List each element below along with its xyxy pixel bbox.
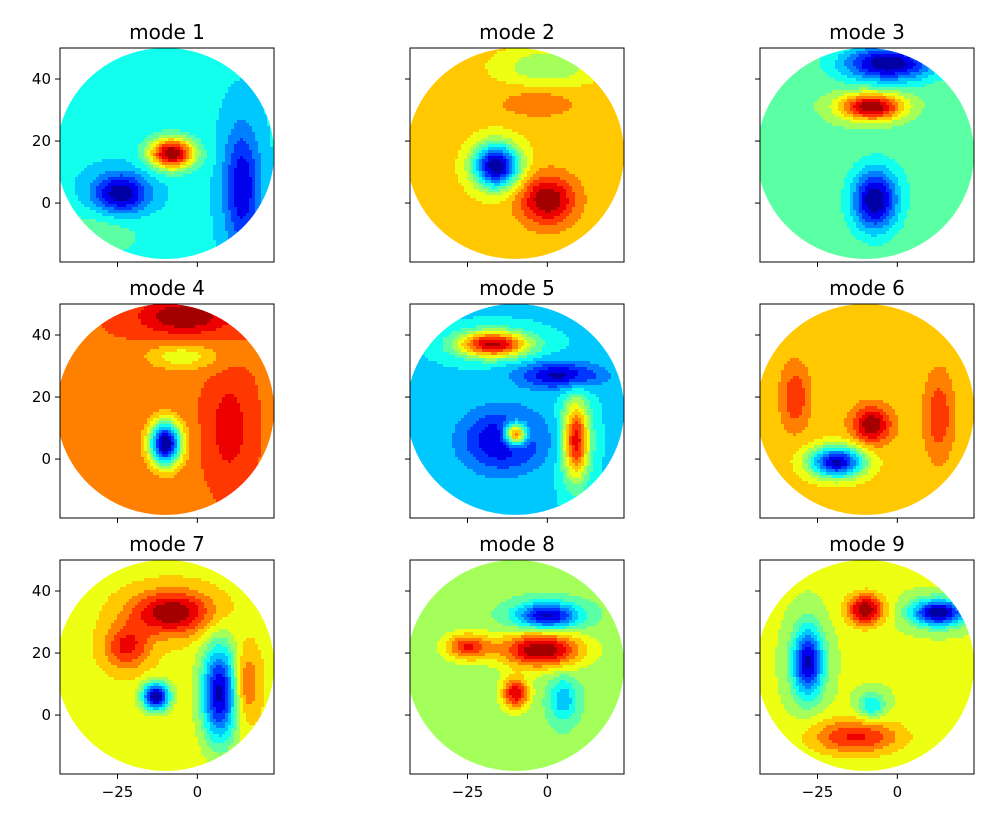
contour-field bbox=[60, 48, 274, 259]
contour-field bbox=[410, 560, 625, 771]
panel-title: mode 8 bbox=[479, 532, 555, 556]
contour-field bbox=[760, 304, 975, 515]
panel-title: mode 4 bbox=[129, 276, 205, 300]
y-tick-label: 40 bbox=[32, 582, 51, 600]
panel-title: mode 9 bbox=[829, 532, 905, 556]
panel-title: mode 2 bbox=[479, 20, 555, 44]
subplot-mode-6: mode 6 bbox=[755, 276, 975, 523]
y-tick-label: 0 bbox=[41, 194, 51, 212]
y-tick-label: 0 bbox=[41, 450, 51, 468]
panel-title: mode 1 bbox=[129, 20, 205, 44]
panel-title: mode 6 bbox=[829, 276, 905, 300]
y-tick-label: 40 bbox=[32, 70, 51, 88]
panel-title: mode 5 bbox=[479, 276, 555, 300]
axes-frame bbox=[409, 559, 625, 775]
contour-field bbox=[60, 304, 274, 515]
subplot-mode-4: mode 4 0 20 40 bbox=[32, 276, 275, 523]
x-tick-label: −25 bbox=[452, 783, 484, 801]
axes-frame bbox=[759, 559, 975, 775]
x-tick-label: −25 bbox=[102, 783, 134, 801]
axes-frame bbox=[409, 303, 625, 519]
contour-field bbox=[760, 560, 975, 771]
y-tick-label: 40 bbox=[32, 326, 51, 344]
axes-frame bbox=[759, 303, 975, 519]
subplot-mode-1: mode 1 0 20 40 bbox=[32, 20, 275, 267]
contour-field bbox=[60, 560, 274, 771]
subplot-mode-2: mode 2 bbox=[405, 20, 625, 267]
subplot-mode-8: mode 8 −25 0 bbox=[405, 532, 625, 801]
subplot-mode-5: mode 5 bbox=[405, 276, 625, 523]
axes-frame bbox=[409, 47, 625, 263]
y-tick-label: 0 bbox=[41, 706, 51, 724]
x-tick-label: 0 bbox=[543, 783, 553, 801]
panel-title: mode 3 bbox=[829, 20, 905, 44]
contour-field bbox=[410, 304, 625, 515]
y-tick-label: 20 bbox=[32, 644, 51, 662]
panel-title: mode 7 bbox=[129, 532, 205, 556]
subplot-mode-3: mode 3 bbox=[755, 20, 975, 267]
axes-frame bbox=[59, 559, 275, 775]
x-tick-label: −25 bbox=[802, 783, 834, 801]
axes-frame bbox=[59, 303, 275, 519]
subplot-mode-7: mode 7 −25 0 0 20 40 bbox=[32, 532, 275, 801]
x-tick-label: 0 bbox=[193, 783, 203, 801]
contour-field bbox=[410, 48, 625, 259]
x-tick-label: 0 bbox=[893, 783, 903, 801]
axes-frame bbox=[759, 47, 975, 263]
subplot-mode-9: mode 9 −25 0 bbox=[755, 532, 975, 801]
y-tick-label: 20 bbox=[32, 388, 51, 406]
contour-field bbox=[760, 48, 975, 259]
axes-frame bbox=[59, 47, 275, 263]
y-tick-label: 20 bbox=[32, 132, 51, 150]
